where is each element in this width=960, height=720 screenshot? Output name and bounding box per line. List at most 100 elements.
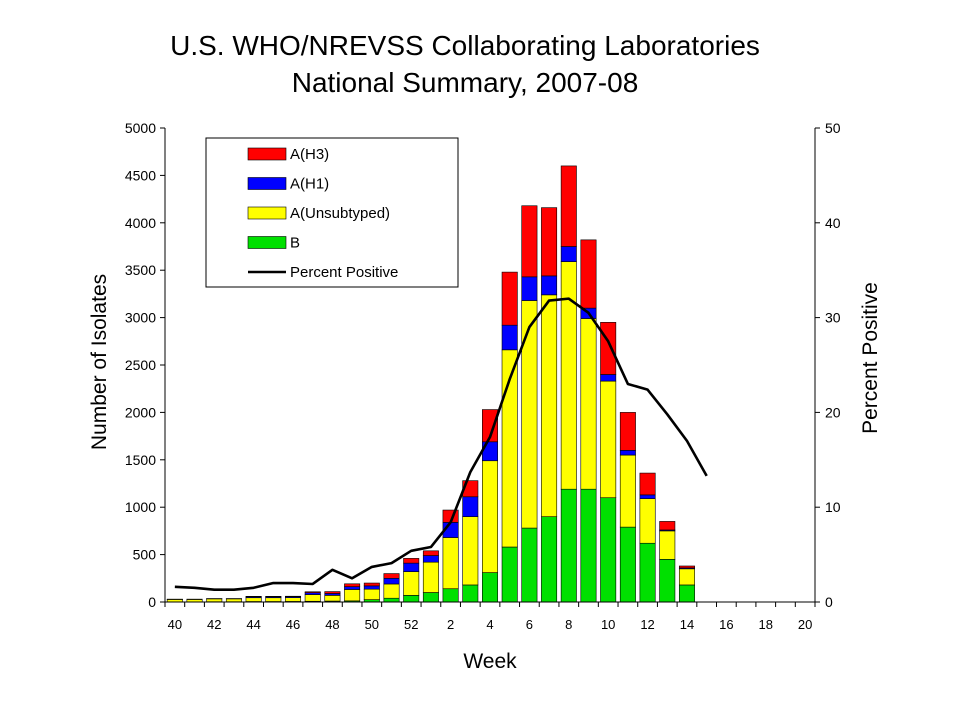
- bar-a-h3--week-4: [482, 409, 498, 443]
- bar-a-h3--week-49: [344, 583, 361, 587]
- bar-a-h3--week-11: [619, 412, 636, 451]
- legend-swatch-b: [247, 236, 287, 249]
- y2-tick-label: 0: [825, 594, 833, 610]
- bar-a-h3--week-5: [501, 271, 518, 326]
- y-tick-label: 3000: [125, 310, 156, 326]
- legend-swatch-a-h1-: [247, 177, 287, 190]
- y-tick-label: 2500: [125, 357, 156, 373]
- bar-a-h1--week-5: [501, 324, 518, 351]
- bar-a-h3--week-1: [422, 550, 439, 556]
- bar-a-h3--week-7: [541, 207, 558, 277]
- y2-axis-label: Percent Positive: [859, 282, 882, 434]
- percent-positive-line: [174, 297, 708, 591]
- x-tick-label: 12: [640, 617, 654, 632]
- bar-a-h3--week-47: [304, 591, 321, 594]
- bar-b-week-2: [442, 588, 459, 603]
- y-tick-label: 4500: [125, 167, 156, 183]
- bar-a-h1--week-11: [619, 450, 636, 456]
- y2-tick-label: 30: [825, 310, 841, 326]
- y-tick-label: 1500: [125, 452, 156, 468]
- bar-a-unsubtyped--week-14: [678, 568, 695, 586]
- bar-b-week-5: [501, 546, 518, 603]
- bar-a-h3--week-13: [659, 521, 676, 531]
- bar-a-h1--week-1: [422, 555, 439, 563]
- bar-a-h1--week-8: [560, 246, 577, 262]
- bar-a-h3--week-6: [521, 205, 538, 278]
- bar-a-unsubtyped--week-1: [422, 561, 439, 593]
- y2-tick-label: 50: [825, 120, 841, 136]
- bar-b-week-8: [560, 488, 577, 603]
- bar-a-h3--week-52: [403, 558, 420, 564]
- x-tick-label: 16: [719, 617, 733, 632]
- bar-a-unsubtyped--week-46: [285, 597, 302, 602]
- bar-a-unsubtyped--week-40: [166, 599, 183, 603]
- x-tick-label: 44: [246, 617, 260, 632]
- bar-b-week-11: [619, 526, 636, 603]
- bar-a-h1--week-3: [462, 496, 479, 517]
- x-tick-label: 46: [286, 617, 300, 632]
- bar-b-week-1: [422, 592, 439, 603]
- legend-label-percent-positive: Percent Positive: [290, 264, 398, 281]
- bar-a-h1--week-6: [521, 276, 538, 301]
- legend-label-a-unsubtyped-: A(Unsubtyped): [290, 205, 390, 222]
- bar-a-unsubtyped--week-49: [344, 589, 361, 602]
- bar-a-h3--week-51: [383, 573, 400, 579]
- bar-a-h3--week-10: [600, 322, 617, 375]
- bar-a-h1--week-52: [403, 562, 420, 572]
- bar-a-h1--week-12: [639, 494, 656, 499]
- bar-a-h1--week-49: [344, 586, 361, 590]
- bar-a-h3--week-14: [678, 565, 695, 569]
- legend-label-a-h3-: A(H3): [290, 146, 329, 163]
- bar-a-h3--week-8: [560, 165, 577, 247]
- bar-a-unsubtyped--week-47: [304, 594, 321, 602]
- bar-a-unsubtyped--week-12: [639, 498, 656, 544]
- x-tick-label: 6: [526, 617, 533, 632]
- bar-a-unsubtyped--week-7: [541, 294, 558, 517]
- bar-b-week-12: [639, 542, 656, 603]
- chart-title: U.S. WHO/NREVSS Collaborating Laboratori…: [170, 30, 760, 61]
- bar-a-unsubtyped--week-42: [206, 598, 223, 603]
- bar-a-unsubtyped--week-8: [560, 261, 577, 490]
- y-tick-label: 5000: [125, 120, 156, 136]
- bar-b-week-7: [541, 516, 558, 603]
- x-tick-label: 10: [601, 617, 615, 632]
- chart-subtitle: National Summary, 2007-08: [291, 67, 639, 98]
- bar-b-week-51: [383, 597, 400, 603]
- bar-b-week-3: [462, 584, 479, 603]
- x-tick-label: 2: [447, 617, 454, 632]
- bar-b-week-14: [678, 584, 695, 603]
- bar-a-unsubtyped--week-48: [324, 595, 341, 602]
- x-tick-label: 14: [680, 617, 694, 632]
- y-tick-label: 1000: [125, 499, 156, 515]
- bar-a-unsubtyped--week-11: [619, 454, 636, 528]
- y-tick-label: 2000: [125, 404, 156, 420]
- bar-a-h1--week-51: [383, 577, 400, 585]
- bar-b-week-4: [482, 572, 498, 603]
- bar-b-week-9: [580, 488, 597, 603]
- x-tick-label: 40: [168, 617, 182, 632]
- y2-tick-label: 10: [825, 499, 841, 515]
- x-tick-label: 18: [759, 617, 773, 632]
- bar-a-h3--week-50: [363, 582, 380, 587]
- bar-b-week-6: [521, 527, 538, 603]
- legend-swatch-a-unsubtyped-: [247, 206, 287, 220]
- bar-a-h1--week-7: [541, 275, 558, 296]
- bar-a-unsubtyped--week-45: [265, 597, 282, 602]
- bar-a-h1--week-10: [600, 374, 617, 382]
- y-axis-label: Number of Isolates: [88, 274, 111, 450]
- bar-a-unsubtyped--week-43: [225, 598, 242, 603]
- bar-a-unsubtyped--week-41: [186, 599, 203, 603]
- y-tick-label: 500: [133, 547, 157, 563]
- bar-a-unsubtyped--week-9: [580, 318, 597, 490]
- bar-b-week-13: [659, 559, 676, 603]
- bar-a-unsubtyped--week-2: [442, 537, 459, 590]
- x-axis-label: Week: [463, 650, 517, 673]
- bar-a-unsubtyped--week-3: [462, 516, 479, 586]
- x-tick-label: 20: [798, 617, 812, 632]
- bar-a-unsubtyped--week-13: [659, 530, 676, 560]
- y-tick-label: 3500: [125, 262, 156, 278]
- legend-label-a-h1-: A(H1): [290, 176, 329, 193]
- bar-a-unsubtyped--week-52: [403, 571, 420, 596]
- bar-a-unsubtyped--week-50: [363, 588, 380, 600]
